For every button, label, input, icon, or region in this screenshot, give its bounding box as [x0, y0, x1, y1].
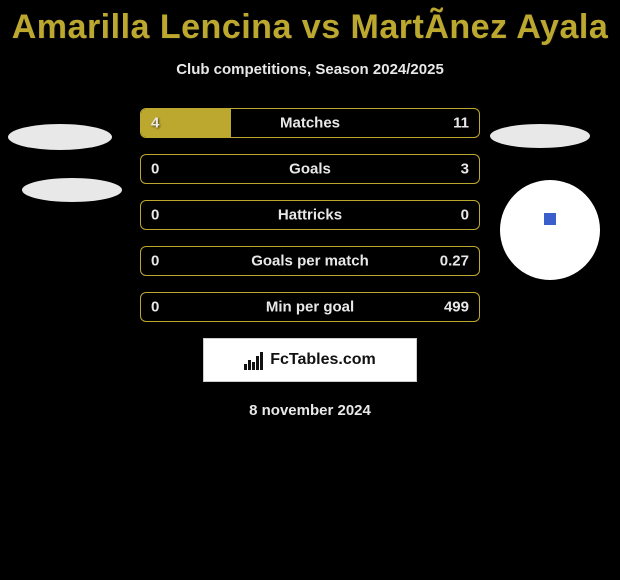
bar-chart-icon — [244, 350, 266, 370]
stat-row: 0Min per goal499 — [140, 292, 480, 322]
logo-inner: FcTables.com — [244, 350, 376, 370]
stat-row: 0Goals per match0.27 — [140, 246, 480, 276]
stats-area: 4Matches110Goals30Hattricks00Goals per m… — [0, 108, 620, 322]
stat-label: Min per goal — [141, 299, 479, 316]
decor-ellipse-right — [490, 124, 590, 148]
stat-row: 0Goals3 — [140, 154, 480, 184]
decor-ellipse-left-1 — [8, 124, 112, 150]
team-badge-icon — [543, 212, 557, 226]
stat-value-right: 499 — [444, 299, 469, 316]
stat-label: Goals per match — [141, 253, 479, 270]
decor-circle-right — [500, 180, 600, 280]
stat-row: 0Hattricks0 — [140, 200, 480, 230]
stat-label: Goals — [141, 161, 479, 178]
stat-value-right: 0.27 — [440, 253, 469, 270]
stat-bars: 4Matches110Goals30Hattricks00Goals per m… — [140, 108, 480, 322]
subtitle: Club competitions, Season 2024/2025 — [0, 61, 620, 78]
source-logo[interactable]: FcTables.com — [203, 338, 417, 382]
stat-label: Matches — [141, 115, 479, 132]
date-text: 8 november 2024 — [0, 402, 620, 419]
stat-value-right: 11 — [453, 115, 469, 132]
stat-row: 4Matches11 — [140, 108, 480, 138]
stat-value-right: 3 — [461, 161, 469, 178]
decor-ellipse-left-2 — [22, 178, 122, 202]
page-title: Amarilla Lencina vs MartÃ­nez Ayala — [0, 0, 620, 47]
root: Amarilla Lencina vs MartÃ­nez Ayala Club… — [0, 0, 620, 580]
stat-value-right: 0 — [461, 207, 469, 224]
stat-label: Hattricks — [141, 207, 479, 224]
logo-text: FcTables.com — [270, 351, 376, 369]
